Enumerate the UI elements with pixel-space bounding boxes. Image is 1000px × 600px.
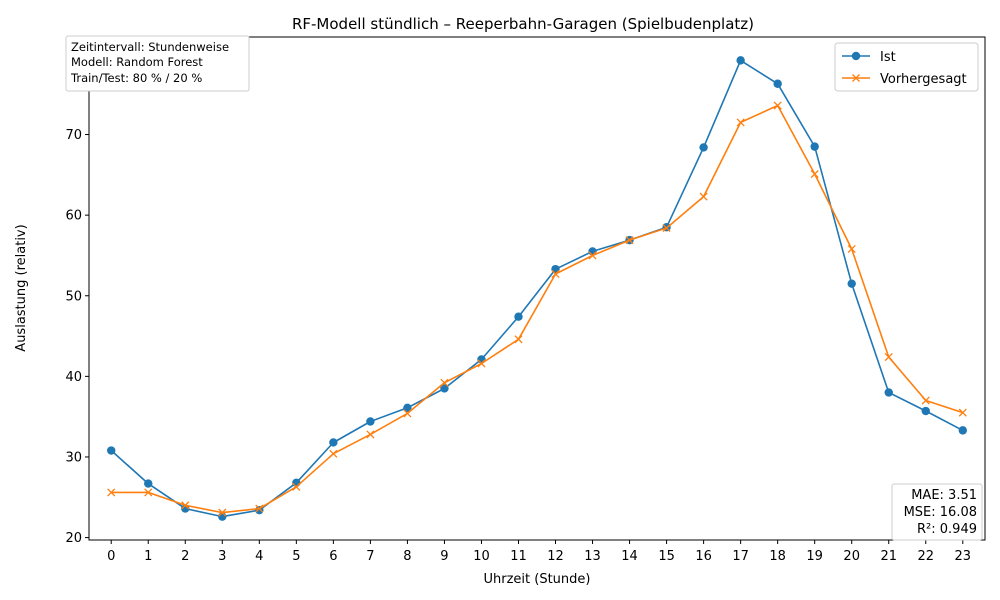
legend-label-vorhergesagt: Vorhergesagt xyxy=(880,72,967,87)
metric-mae: MAE: 3.51 xyxy=(911,488,977,503)
x-tick-label: 12 xyxy=(547,549,564,564)
data-point-vorhergesagt xyxy=(440,378,449,387)
y-tick-label: 40 xyxy=(65,370,82,385)
legend-frame xyxy=(834,42,979,92)
info-box: Zeitintervall: Stundenweise Modell: Rand… xyxy=(65,35,250,92)
data-point-ist xyxy=(884,388,893,397)
data-point-vorhergesagt xyxy=(810,169,819,179)
data-point-ist xyxy=(403,403,412,413)
data-point-vorhergesagt xyxy=(366,430,375,439)
data-point-ist xyxy=(440,384,449,393)
legend-marker-ist xyxy=(851,51,861,61)
x-tick-label: 13 xyxy=(584,549,601,564)
data-point-vorhergesagt xyxy=(255,504,264,513)
plot-area-frame xyxy=(88,36,986,541)
data-point-vorhergesagt xyxy=(514,335,523,344)
data-point-vorhergesagt xyxy=(477,359,486,368)
x-axis: 0 1 2 3 4 5 6 7 8 9 10 11 12 13 14 15 16 17 18 19 20 21 22 23 xyxy=(107,540,971,564)
data-point-ist xyxy=(366,417,375,426)
data-point-ist xyxy=(218,512,227,521)
data-point-vorhergesagt xyxy=(662,223,671,233)
y-tick-label: 30 xyxy=(65,450,82,465)
x-tick-label: 0 xyxy=(107,549,115,564)
x-tick-label: 1 xyxy=(144,549,152,564)
data-point-vorhergesagt xyxy=(403,409,412,418)
metrics-box: MAE: 3.51 MSE: 16.08 R²: 0.949 xyxy=(891,483,983,541)
x-tick-label: 16 xyxy=(695,549,712,564)
metric-mse: MSE: 16.08 xyxy=(904,505,977,520)
x-tick-label: 6 xyxy=(329,549,337,564)
info-box-frame xyxy=(65,35,250,92)
data-point-vorhergesagt xyxy=(736,118,745,127)
data-point-ist xyxy=(921,406,930,416)
x-tick-label: 19 xyxy=(806,549,823,564)
x-axis-label: Uhrzeit (Stunde) xyxy=(484,572,591,587)
info-line: Modell: Random Forest xyxy=(71,55,203,69)
data-point-vorhergesagt xyxy=(107,488,116,497)
x-tick-label: 3 xyxy=(218,549,226,564)
x-tick-label: 8 xyxy=(403,549,411,564)
y-tick-label: 50 xyxy=(65,289,82,304)
x-tick-label: 15 xyxy=(658,549,675,564)
y-tick-label: 20 xyxy=(65,531,82,546)
x-tick-label: 20 xyxy=(843,549,860,564)
x-tick-label: 14 xyxy=(621,549,638,564)
data-point-vorhergesagt xyxy=(218,508,227,517)
data-point-ist xyxy=(699,143,708,152)
legend-label-ist: Ist xyxy=(880,50,896,65)
y-axis-label: Auslastung (relativ) xyxy=(14,224,29,351)
x-tick-label: 21 xyxy=(880,549,897,564)
legend-entry-ist: Ist xyxy=(842,50,896,65)
data-point-vorhergesagt xyxy=(588,251,597,260)
x-tick-label: 18 xyxy=(769,549,786,564)
metric-r2: R²: 0.949 xyxy=(917,522,977,537)
x-tick-label: 23 xyxy=(955,549,972,564)
data-point-vorhergesagt xyxy=(699,192,708,201)
data-point-ist xyxy=(847,279,856,288)
data-point-vorhergesagt xyxy=(551,269,560,279)
data-point-ist xyxy=(736,56,745,65)
y-tick-label: 70 xyxy=(65,128,82,143)
data-point-ist xyxy=(958,426,967,435)
data-point-vorhergesagt xyxy=(144,488,153,497)
x-tick-label: 5 xyxy=(292,549,300,564)
legend-entry-vorhergesagt: Vorhergesagt xyxy=(842,72,967,87)
x-tick-label: 2 xyxy=(181,549,189,564)
data-point-vorhergesagt xyxy=(921,396,930,405)
series-layer xyxy=(107,56,967,521)
data-point-ist xyxy=(329,438,338,447)
data-point-vorhergesagt xyxy=(625,236,634,245)
x-tick-label: 10 xyxy=(473,549,490,564)
data-point-vorhergesagt xyxy=(958,408,967,417)
data-point-ist xyxy=(773,79,782,88)
x-tick-label: 11 xyxy=(510,549,527,564)
data-point-ist xyxy=(107,446,116,455)
x-tick-label: 4 xyxy=(255,549,263,564)
x-tick-label: 9 xyxy=(440,549,448,564)
data-point-ist xyxy=(514,312,523,321)
series-line-vorhergesagt xyxy=(111,104,964,514)
chart-title: RF-Modell stündlich – Reeperbahn-Garagen… xyxy=(292,15,754,33)
data-point-vorhergesagt xyxy=(292,482,301,491)
x-tick-label: 17 xyxy=(732,549,749,564)
x-tick-label: 7 xyxy=(366,549,374,564)
x-tick-label: 22 xyxy=(917,549,934,564)
data-point-vorhergesagt xyxy=(329,449,338,458)
legend-marker-vorhergesagt xyxy=(852,74,860,82)
y-tick-label: 60 xyxy=(65,209,82,224)
data-point-ist xyxy=(144,479,153,488)
legend: Ist Vorhergesagt xyxy=(834,42,979,92)
data-point-vorhergesagt xyxy=(884,352,893,362)
y-axis: 20304050607080 xyxy=(65,47,89,546)
info-line: Zeitintervall: Stundenweise xyxy=(71,40,229,54)
data-point-ist xyxy=(810,142,819,151)
data-point-vorhergesagt xyxy=(181,501,190,510)
series-line-ist xyxy=(110,59,964,518)
data-point-vorhergesagt xyxy=(847,244,856,254)
metrics-box-frame xyxy=(891,483,983,541)
info-line: Train/Test: 80 % / 20 % xyxy=(70,71,202,85)
data-point-vorhergesagt xyxy=(773,101,782,110)
